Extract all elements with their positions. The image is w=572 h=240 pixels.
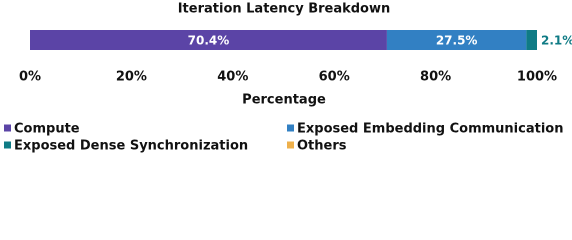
legend-label: Exposed Dense Synchronization: [14, 139, 248, 154]
x-tick-label: 0%: [19, 70, 41, 85]
x-tick-label: 60%: [319, 70, 350, 85]
x-tick-label: 100%: [517, 70, 557, 85]
legend-swatch: [4, 124, 11, 132]
legend-swatch: [287, 124, 294, 132]
bar-segment: [30, 30, 387, 50]
data-label: 70.4%: [188, 34, 230, 48]
data-label: 27.5%: [436, 34, 478, 48]
x-tick-label: 40%: [217, 70, 248, 85]
x-axis-label: Percentage: [242, 93, 326, 108]
chart-title: Iteration Latency Breakdown: [178, 2, 391, 17]
bar-segment: [386, 30, 527, 50]
chart: Iteration Latency Breakdown Percentage 0…: [4, 2, 572, 154]
legend-label: Others: [297, 139, 347, 154]
data-label: 2.1%: [541, 34, 572, 48]
legend-swatch: [287, 141, 294, 149]
legend-label: Compute: [14, 122, 80, 137]
legend-label: Exposed Embedding Communication: [297, 122, 563, 137]
bar-segment: [526, 30, 537, 50]
x-tick-label: 20%: [116, 70, 147, 85]
x-tick-label: 80%: [420, 70, 451, 85]
legend-swatch: [4, 141, 11, 149]
